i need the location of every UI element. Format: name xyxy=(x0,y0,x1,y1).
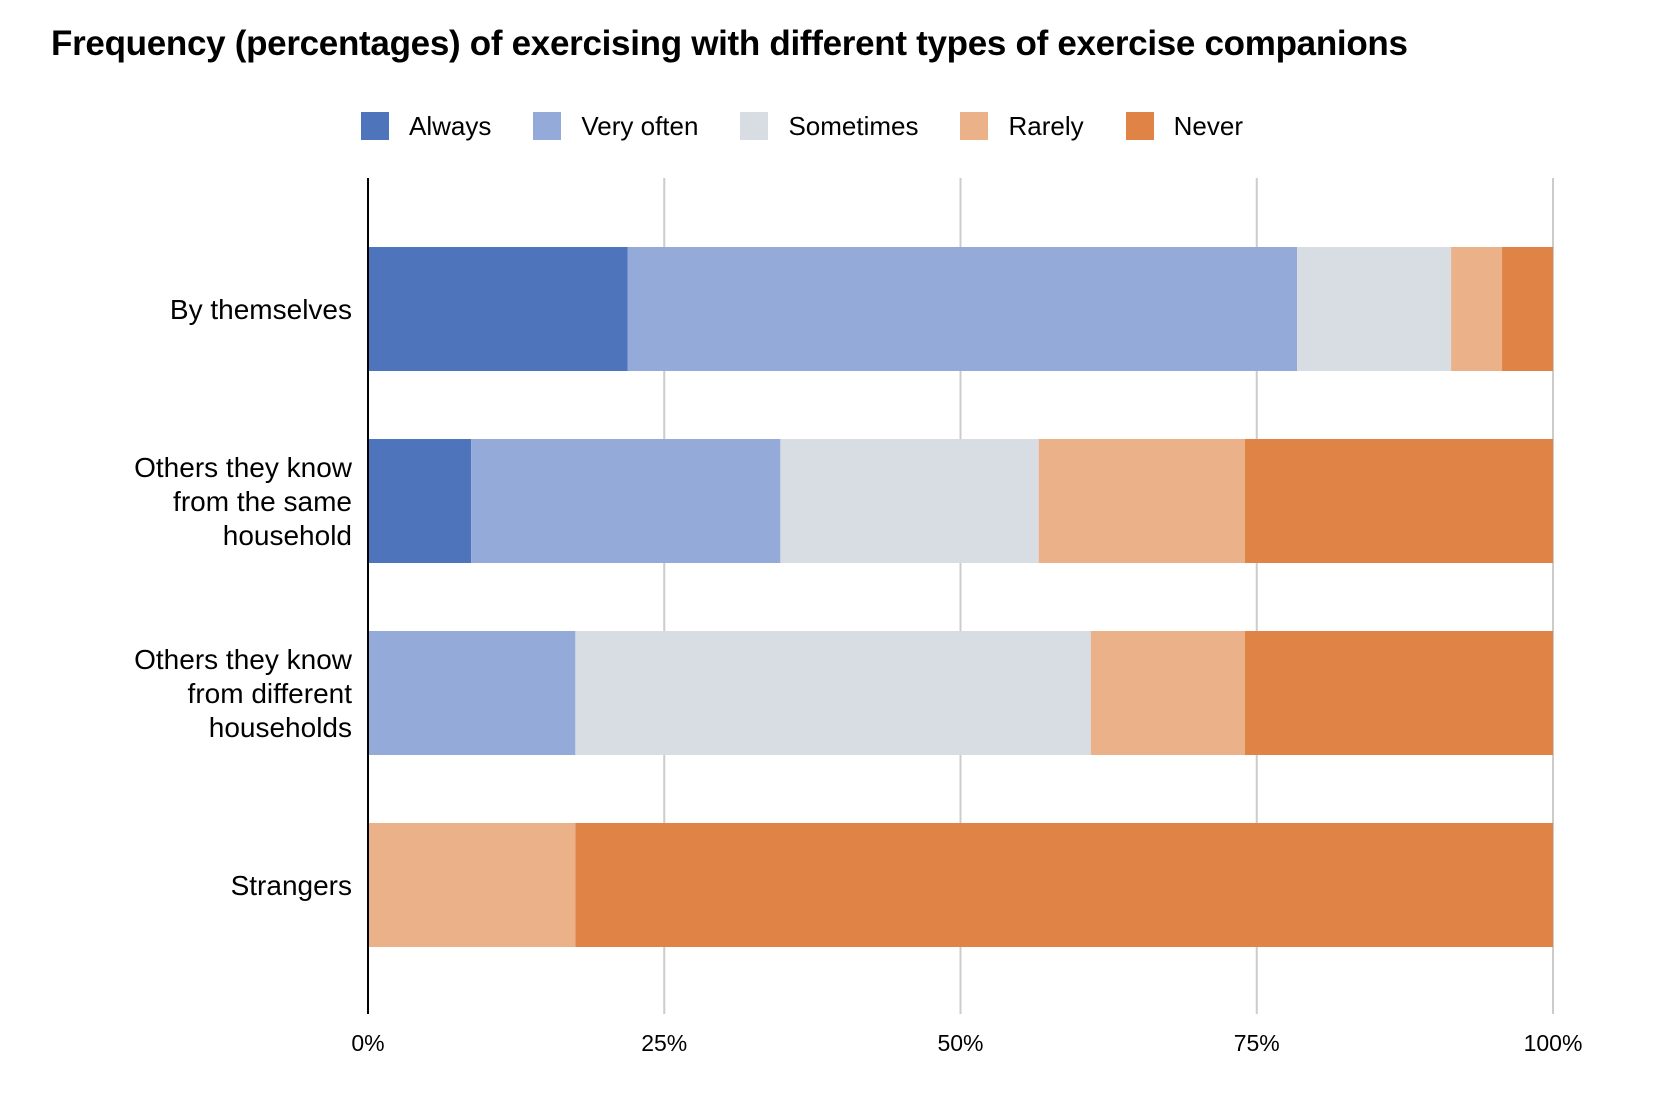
legend-swatch xyxy=(1125,112,1154,140)
chart-legend: Always Very often Sometimes Rarely Never xyxy=(361,108,1285,144)
bar-segment-very-often xyxy=(471,439,781,563)
category-label-line: from the same xyxy=(173,486,352,517)
category-label-line: households xyxy=(209,712,352,743)
x-tick-label: 50% xyxy=(937,1030,983,1056)
legend-swatch xyxy=(740,112,769,140)
bar-segment-always xyxy=(368,439,472,563)
bar-segment-sometimes xyxy=(1297,247,1452,371)
category-label: Others they know from different households xyxy=(134,644,353,743)
bar-segment-rarely xyxy=(1090,631,1245,755)
legend-item-never: Never xyxy=(1125,110,1243,142)
legend-swatch xyxy=(960,112,989,140)
category-label-line: from different xyxy=(188,678,353,709)
legend-label: Sometimes xyxy=(788,110,919,141)
x-tick-label: 75% xyxy=(1234,1030,1280,1056)
legend-label: Very often xyxy=(581,110,699,141)
chart-title: Frequency (percentages) of exercising wi… xyxy=(51,24,1408,63)
bar-segment-never xyxy=(1244,631,1553,755)
legend-item-very-often: Very often xyxy=(533,111,698,142)
legend-item-rarely: Rarely xyxy=(960,110,1084,142)
bar-segment-very-often xyxy=(627,247,1298,371)
category-label-line: Strangers xyxy=(231,870,352,901)
legend-item-sometimes: Sometimes xyxy=(740,111,918,142)
legend-label: Always xyxy=(409,110,492,141)
bar-segment-very-often xyxy=(368,631,576,755)
bar-segment-rarely xyxy=(1038,439,1245,563)
bar-segment-sometimes xyxy=(575,631,1091,755)
bar-segment-rarely xyxy=(368,823,576,947)
category-label-line: Others they know xyxy=(134,644,353,675)
category-label: By themselves xyxy=(170,294,352,325)
legend-swatch xyxy=(533,112,562,140)
bar-segment-sometimes xyxy=(780,439,1039,563)
category-label: Strangers xyxy=(231,870,352,901)
bar-segment-never xyxy=(1244,439,1553,563)
x-tick-label: 0% xyxy=(351,1030,384,1056)
legend-item-always: Always xyxy=(361,111,491,142)
bar-segment-always xyxy=(368,247,628,371)
category-label-line: household xyxy=(223,520,352,551)
category-label-line: By themselves xyxy=(170,294,352,325)
legend-swatch xyxy=(361,112,389,140)
category-label: Others they know from the same household xyxy=(134,452,353,551)
x-tick-label: 100% xyxy=(1524,1030,1583,1056)
bar-segment-never xyxy=(575,823,1553,947)
x-tick-label: 25% xyxy=(641,1030,687,1056)
legend-label: Never xyxy=(1173,110,1243,141)
bar-segment-rarely xyxy=(1451,247,1503,371)
bar-segment-never xyxy=(1502,247,1553,371)
legend-label: Rarely xyxy=(1008,110,1084,141)
category-label-line: Others they know xyxy=(134,452,353,483)
